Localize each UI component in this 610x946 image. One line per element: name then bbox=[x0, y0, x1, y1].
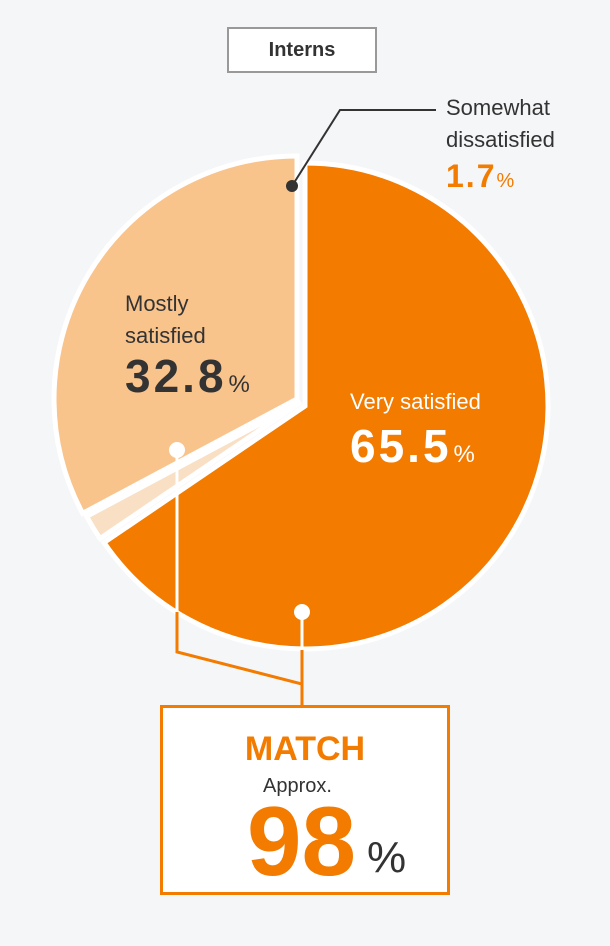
mostly-line1: Mostly bbox=[125, 291, 189, 316]
very-value: 65.5 bbox=[350, 420, 452, 472]
very-name: Very satisfied bbox=[350, 389, 481, 414]
mostly-line2: satisfied bbox=[125, 323, 206, 348]
mostly-value: 32.8 bbox=[125, 350, 227, 402]
somewhat-leader-line bbox=[291, 109, 436, 187]
pie-slice-very-satisfied bbox=[100, 160, 551, 652]
mostly-unit: % bbox=[228, 371, 250, 398]
very-value-row: 65.5% bbox=[350, 423, 481, 471]
match-title: MATCH bbox=[244, 730, 366, 768]
somewhat-dissatisfied-label: Somewhat dissatisfied 1.7% bbox=[446, 92, 555, 197]
mostly-satisfied-label: Mostly satisfied 32.8% bbox=[125, 288, 250, 401]
pie-slice-somewhat-dissatisfied bbox=[83, 399, 303, 543]
very-connector-dot bbox=[294, 604, 310, 620]
match-unit: % bbox=[367, 833, 407, 882]
very-satisfied-label: Very satisfied 65.5% bbox=[350, 386, 481, 471]
somewhat-line2: dissatisfied bbox=[446, 127, 555, 152]
match-box: MATCH Approx. 98 % bbox=[160, 705, 450, 895]
pie-slice-mostly-satisfied bbox=[51, 153, 300, 517]
somewhat-unit: % bbox=[496, 170, 515, 192]
mostly-connector-dot bbox=[169, 442, 185, 458]
somewhat-leader-dot bbox=[286, 180, 298, 192]
match-value: 98 bbox=[247, 786, 357, 896]
mostly-value-row: 32.8% bbox=[125, 353, 250, 401]
very-unit: % bbox=[453, 441, 475, 468]
match-approx: Approx. bbox=[263, 775, 332, 797]
chart-title: Interns bbox=[227, 27, 377, 73]
somewhat-value-row: 1.7% bbox=[446, 160, 555, 197]
somewhat-line1: Somewhat bbox=[446, 95, 550, 120]
somewhat-value: 1.7 bbox=[446, 158, 497, 194]
